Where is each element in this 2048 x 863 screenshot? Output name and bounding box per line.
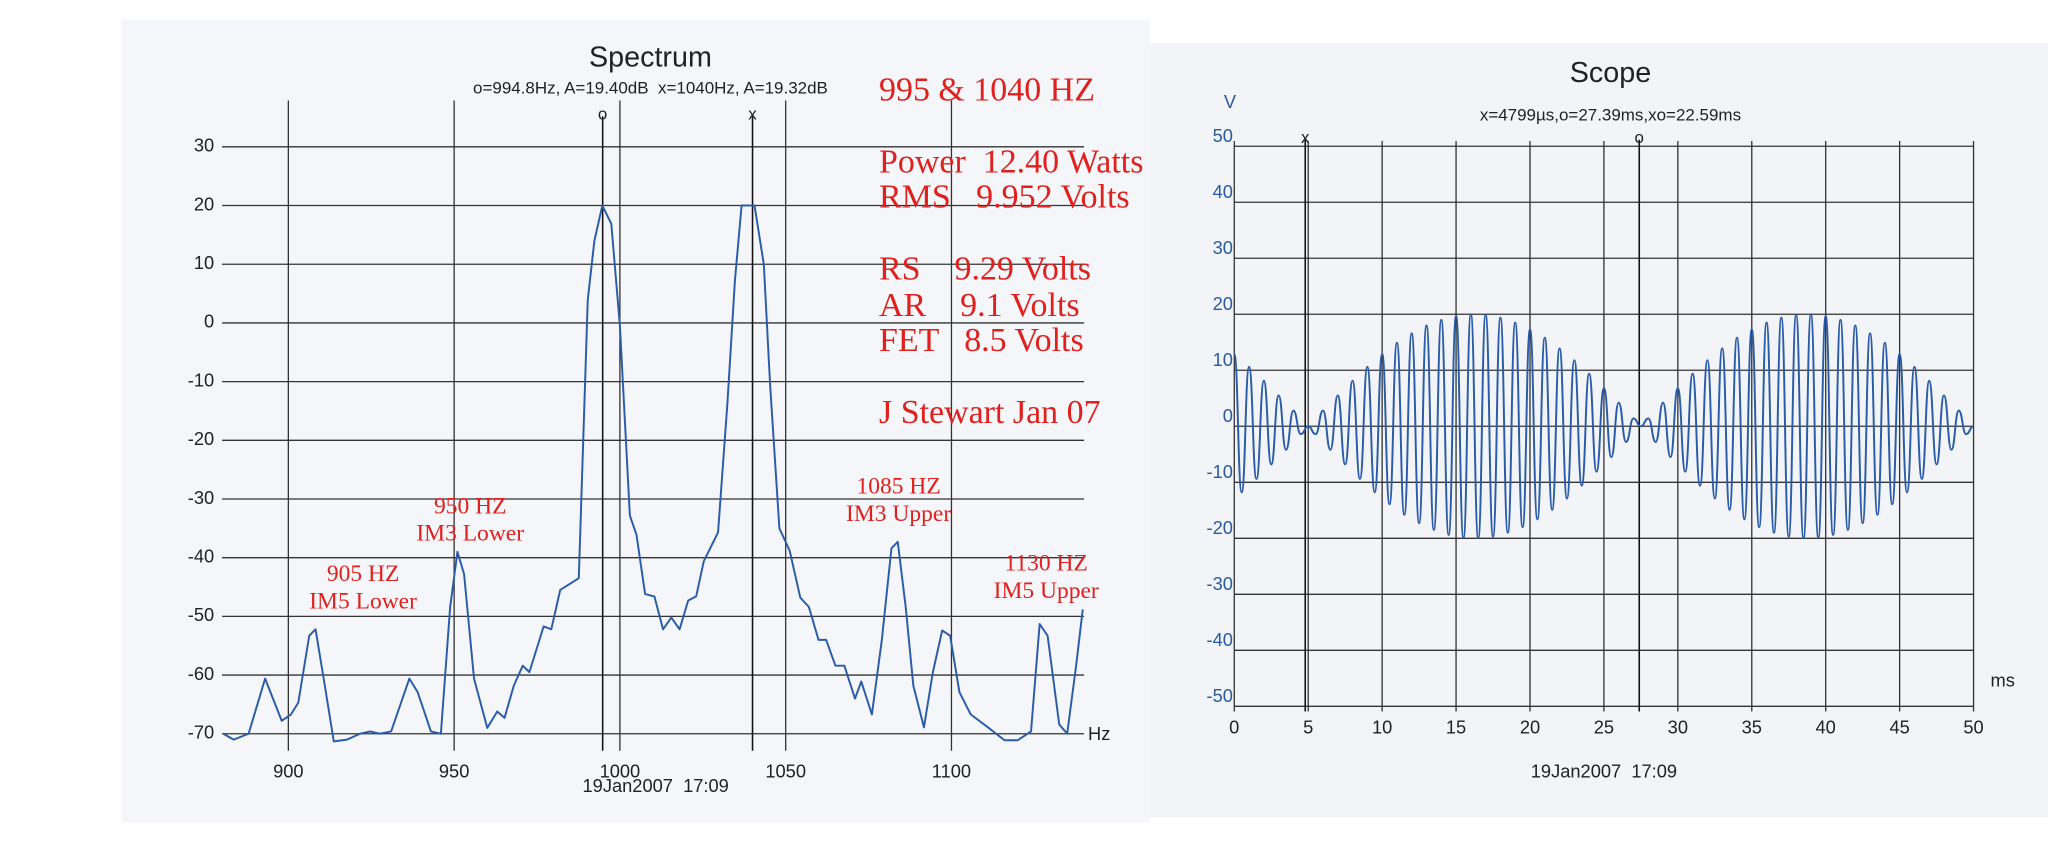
x-tick-label: 20 — [1520, 716, 1540, 737]
annotation: 1130 HZ — [1005, 551, 1088, 577]
cursor-label: x — [1301, 128, 1310, 147]
y-tick-label: -10 — [1207, 461, 1233, 482]
annotation: 905 HZ — [327, 561, 399, 587]
annotation: IM3 Lower — [416, 521, 524, 547]
cursor-label: o — [1635, 128, 1644, 147]
y-tick-label: 30 — [1213, 237, 1233, 258]
y-tick-label: -50 — [1207, 685, 1233, 706]
annotation: 995 & 1040 HZ — [879, 71, 1095, 108]
annotation: Power 12.40 Watts — [879, 143, 1143, 180]
annotation: AR 9.1 Volts — [879, 287, 1080, 324]
x-tick-label: 40 — [1816, 716, 1836, 737]
annotation: IM5 Upper — [994, 578, 1099, 604]
y-tick-label: 0 — [204, 311, 214, 332]
data-line — [1233, 313, 1974, 540]
x-axis-label: ms — [1991, 669, 2015, 690]
annotation: RMS 9.952 Volts — [879, 179, 1130, 216]
cursor-label: x — [748, 104, 757, 123]
y-tick-label: -50 — [188, 604, 214, 625]
spectrum-paper — [121, 19, 1150, 823]
y-tick-label: -40 — [1207, 629, 1233, 650]
y-tick-label: -70 — [188, 722, 214, 743]
chart-footer: 19Jan2007 17:09 — [583, 775, 729, 796]
y-tick-label: -30 — [188, 487, 214, 508]
y-tick-label: 10 — [1213, 349, 1233, 370]
y-tick-label: 30 — [194, 135, 214, 156]
y-tick-label: -20 — [1207, 517, 1233, 538]
x-tick-label: 1100 — [932, 761, 971, 782]
y-axis-label: V — [1224, 91, 1237, 112]
x-tick-label: 1000 — [600, 761, 641, 782]
data-line — [222, 204, 1084, 743]
x-tick-label: 15 — [1446, 716, 1466, 737]
annotation: RS 9.29 Volts — [879, 250, 1091, 287]
cursor-label: o — [598, 104, 607, 123]
x-tick-label: 900 — [273, 761, 303, 782]
annotation: J Stewart Jan 07 — [879, 394, 1101, 431]
x-tick-label: 5 — [1303, 716, 1313, 737]
y-tick-label: -40 — [188, 546, 214, 567]
annotation: FET 8.5 Volts — [879, 322, 1084, 359]
y-tick-label: 20 — [1213, 293, 1233, 314]
x-tick-label: 30 — [1668, 716, 1688, 737]
y-tick-label: 40 — [1213, 181, 1233, 202]
y-tick-label: -20 — [188, 428, 214, 449]
y-tick-label: 10 — [194, 252, 214, 273]
y-tick-label: 50 — [1213, 125, 1233, 146]
chart-subtitle: o=994.8Hz, A=19.40dB x=1040Hz, A=19.32dB — [473, 78, 828, 97]
y-tick-label: -60 — [188, 663, 214, 684]
x-tick-label: 35 — [1742, 716, 1762, 737]
x-tick-label: 25 — [1594, 716, 1614, 737]
x-tick-label: 45 — [1889, 716, 1909, 737]
x-tick-label: 10 — [1372, 716, 1392, 737]
annotation: 950 HZ — [434, 493, 506, 519]
x-tick-label: 0 — [1229, 716, 1239, 737]
annotation: IM3 Upper — [846, 501, 951, 527]
y-tick-label: -10 — [188, 369, 214, 390]
scope-paper — [1149, 43, 2048, 818]
chart-title: Spectrum — [589, 41, 712, 73]
x-tick-label: 950 — [439, 761, 469, 782]
annotation: IM5 Lower — [309, 589, 417, 615]
annotation: 1085 HZ — [857, 474, 941, 500]
chart-subtitle: x=4799µs,o=27.39ms,xo=22.59ms — [1480, 106, 1741, 125]
y-tick-label: 20 — [194, 193, 214, 214]
x-axis-label: Hz — [1088, 723, 1110, 744]
x-tick-label: 1050 — [765, 761, 806, 782]
chart-footer: 19Jan2007 17:09 — [1531, 761, 1677, 782]
y-tick-label: 0 — [1223, 405, 1233, 426]
x-tick-label: 50 — [1963, 716, 1983, 737]
y-tick-label: -30 — [1207, 573, 1233, 594]
chart-title: Scope — [1570, 57, 1651, 89]
